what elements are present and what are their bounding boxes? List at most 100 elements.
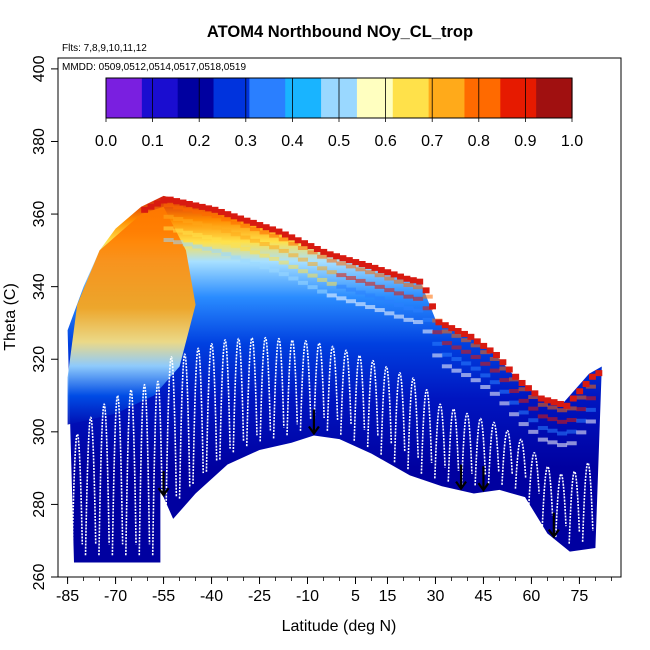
x-tick-label: -10 <box>296 588 319 605</box>
top-edge-cell <box>499 359 507 366</box>
top-edge-cell <box>141 206 149 213</box>
colorbar-segment <box>285 78 322 118</box>
top-edge-cell <box>493 351 500 358</box>
flight-track <box>514 438 527 489</box>
color-streak <box>576 430 587 435</box>
colorbar-tick-label: 0.6 <box>374 133 396 150</box>
color-streak <box>499 401 510 406</box>
color-streak <box>566 418 577 423</box>
y-axis-label: Theta (C) <box>2 283 19 351</box>
top-edge-cell <box>480 342 488 349</box>
color-streak <box>480 361 491 366</box>
color-streak <box>470 378 481 383</box>
top-edge-cell <box>448 325 456 332</box>
color-streak <box>211 225 222 230</box>
colorbar-segment <box>249 78 286 118</box>
color-streak <box>585 384 596 389</box>
color-streak <box>374 284 385 289</box>
color-streak <box>201 235 213 240</box>
top-edge-cell <box>563 402 571 409</box>
color-streak <box>269 256 280 261</box>
x-tick-label: -40 <box>200 588 223 605</box>
flight-track <box>407 377 419 470</box>
colorbar-segment <box>141 78 179 118</box>
color-streak <box>374 273 385 278</box>
color-streak <box>499 389 510 394</box>
color-streak <box>413 296 424 301</box>
plot-area <box>67 195 603 563</box>
color-streak <box>278 260 289 265</box>
flight-track <box>98 403 110 556</box>
color-streak <box>441 352 452 357</box>
color-streak <box>576 395 587 400</box>
color-streak <box>182 207 193 212</box>
colorbar-tick-label: 0.3 <box>235 133 257 150</box>
color-streak <box>230 255 241 260</box>
color-streak <box>269 268 280 273</box>
top-edge-cell <box>544 397 552 404</box>
top-edge-cell <box>275 228 283 235</box>
color-streak <box>403 317 414 322</box>
flight-track <box>420 389 433 474</box>
top-edge-cell <box>179 199 187 206</box>
flight-track <box>339 349 352 435</box>
color-streak <box>413 320 424 325</box>
color-streak <box>537 437 548 442</box>
colorbar-tick-label: 0.7 <box>421 133 443 150</box>
colorbar-tick-label: 0.2 <box>188 133 210 150</box>
flight-track <box>487 421 500 484</box>
top-edge-cell <box>422 287 430 294</box>
top-edge-cell <box>205 205 213 212</box>
top-edge-cell <box>429 303 436 310</box>
top-edge-cell <box>397 273 404 280</box>
color-streak <box>307 285 318 290</box>
y-tick-label: 300 <box>31 418 48 445</box>
color-streak <box>317 277 328 282</box>
color-streak <box>192 244 203 249</box>
color-streak <box>432 341 443 346</box>
color-streak <box>249 238 261 243</box>
color-streak <box>317 266 328 271</box>
color-streak <box>509 388 520 393</box>
color-streak <box>480 373 491 378</box>
color-streak <box>480 385 491 390</box>
color-streak <box>336 296 347 301</box>
top-edge-cell <box>461 330 468 337</box>
colorbar-segment <box>392 78 430 118</box>
color-streak <box>461 338 472 343</box>
top-edge-cell <box>243 217 251 224</box>
color-streak <box>201 223 213 228</box>
flight-track <box>219 339 231 460</box>
color-streak <box>355 278 366 283</box>
color-streak <box>470 366 481 371</box>
color-streak <box>451 357 462 362</box>
color-streak <box>288 276 299 281</box>
color-streak <box>355 302 366 307</box>
color-streak <box>365 293 376 298</box>
arrow-head <box>308 425 320 436</box>
y-tick-label: 340 <box>31 273 48 300</box>
top-edge-cell <box>467 333 475 340</box>
color-streak <box>547 417 558 422</box>
color-streak <box>461 361 472 366</box>
color-streak <box>509 412 520 417</box>
color-streak <box>173 216 184 221</box>
x-tick-label: 5 <box>351 588 360 605</box>
flight-track <box>393 372 406 463</box>
flight-track <box>434 403 446 479</box>
color-streak <box>432 353 443 358</box>
color-streak <box>489 368 500 373</box>
subtitle-line-2: MMDD: 0509,0512,0514,0517,0518,0519 <box>62 62 246 73</box>
top-edge-cell <box>557 400 564 407</box>
top-edge-cell <box>320 248 328 255</box>
color-streak <box>585 396 596 401</box>
color-streak <box>336 273 347 278</box>
x-axis-label: Latitude (deg N) <box>282 618 397 635</box>
x-tick-label: -85 <box>56 588 79 605</box>
color-streak <box>182 242 193 247</box>
color-streak <box>566 441 577 446</box>
flight-track <box>353 354 366 441</box>
color-streak <box>211 237 222 242</box>
top-edge-cell <box>505 366 513 373</box>
colorbar-tick-label: 0.0 <box>95 133 117 150</box>
